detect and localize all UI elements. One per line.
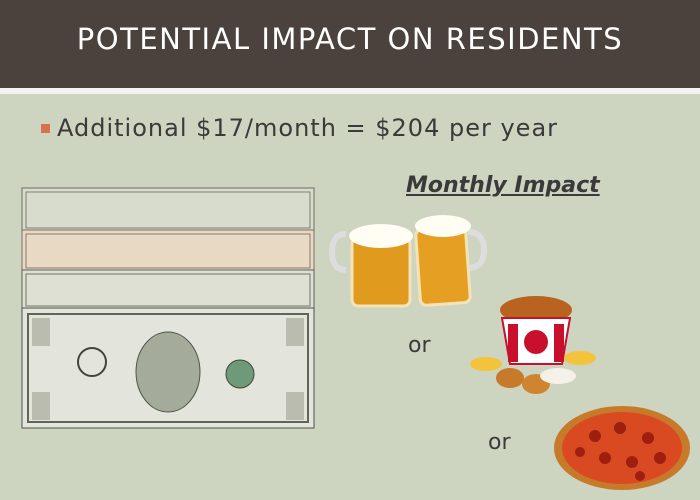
- bullet-marker: [41, 124, 50, 133]
- subheading: Monthly Impact: [406, 173, 600, 198]
- header-strip: [0, 88, 700, 94]
- or-text: or: [408, 333, 431, 358]
- dollar-bills: [21, 187, 315, 429]
- pizza: [554, 406, 690, 490]
- or-text: or: [488, 430, 511, 455]
- beer-mugs: [328, 215, 488, 308]
- slide-title: POTENTIAL IMPACT ON RESIDENTS: [76, 22, 624, 56]
- fried-chicken-bucket: [470, 296, 596, 394]
- header-bar: [0, 0, 700, 88]
- bullet-text: Additional $17/month = $204 per year: [57, 114, 559, 142]
